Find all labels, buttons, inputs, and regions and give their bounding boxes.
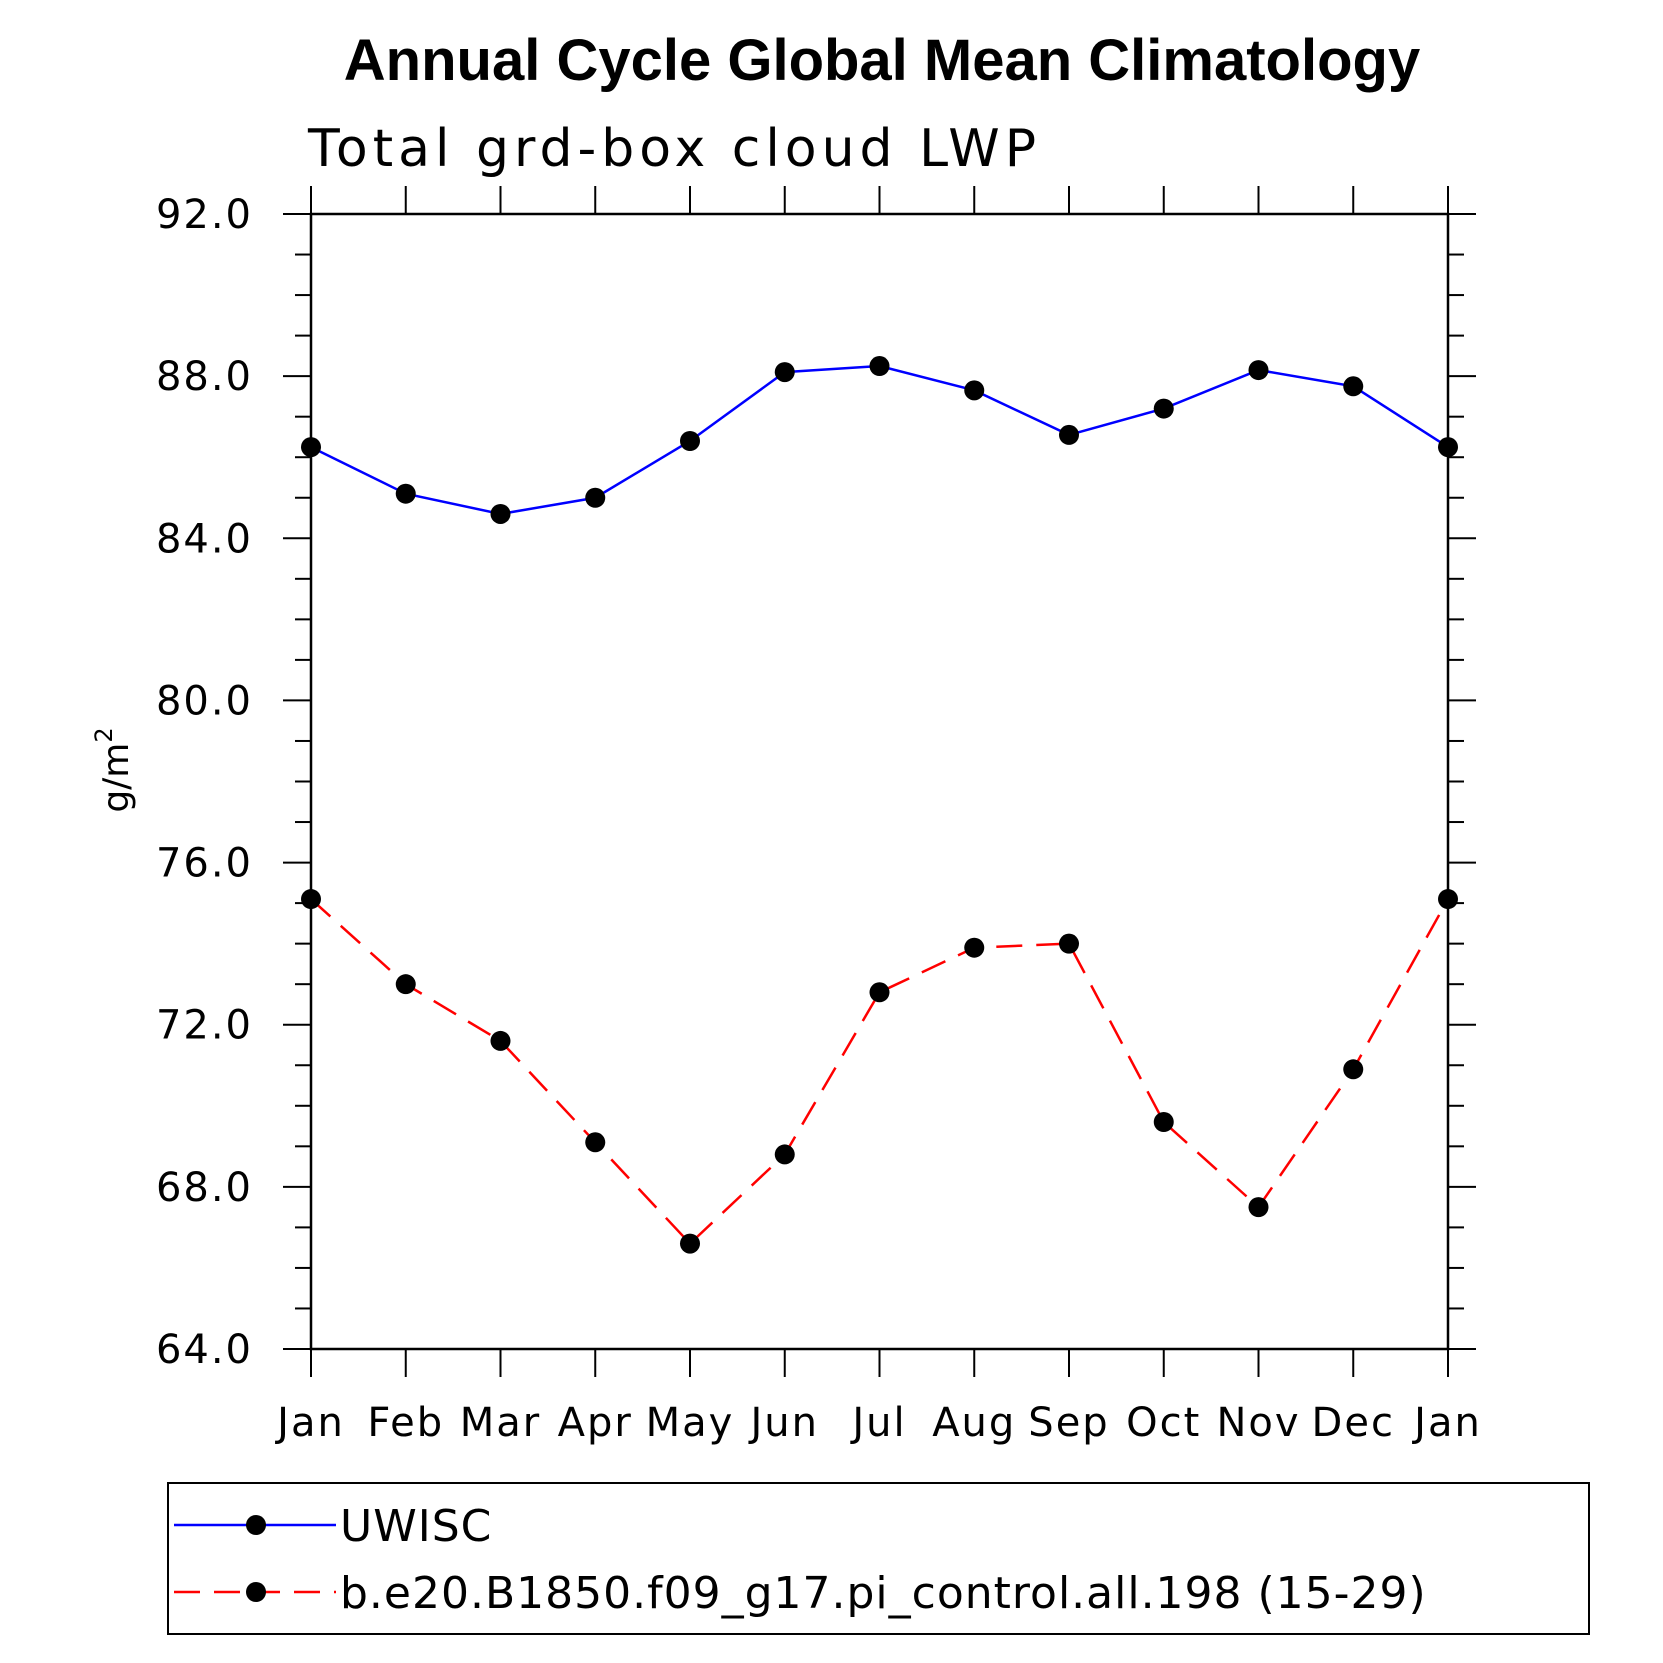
y-tick-labels: 64.0 68.0 72.0 76.0 80.0 84.0 88.0 92.0 [156, 192, 253, 1373]
svg-text:g/m2: g/m2 [90, 727, 137, 812]
y-tick-label: 92.0 [156, 192, 253, 238]
series-point-1 [680, 1233, 700, 1254]
y-axis-label-superscript: 2 [90, 727, 118, 742]
x-tick-label: Aug [932, 1400, 1016, 1446]
series-point-0 [1153, 398, 1174, 419]
y-tick-label: 88.0 [156, 354, 253, 400]
legend-label-model: b.e20.B1850.f09_g17.pi_control.all.198 (… [340, 1568, 1427, 1619]
series-point-1 [585, 1132, 606, 1153]
series-line-0 [310, 364, 1449, 516]
series-point-0 [490, 503, 511, 524]
series-point-0 [774, 362, 795, 383]
series-point-1 [869, 982, 890, 1003]
x-tick-label: Jan [1411, 1400, 1482, 1446]
series-point-1 [774, 1144, 795, 1165]
y-axis-label-text: g/m [96, 743, 137, 813]
x-tick-label: Dec [1312, 1400, 1395, 1446]
x-tick-label: Jul [849, 1400, 906, 1446]
plot-frame [309, 212, 1450, 1351]
series-layer [301, 356, 1458, 1254]
series-point-0 [1438, 437, 1458, 458]
series-point-1 [1343, 1059, 1364, 1080]
x-tick-label: Jan [274, 1400, 345, 1446]
series-point-1 [964, 937, 985, 958]
legend: UWISC b.e20.B1850.f09_g17.pi_control.all… [167, 1482, 1590, 1635]
series-point-1 [1059, 933, 1079, 954]
legend-marker-uwisc [246, 1515, 266, 1535]
series-point-0 [301, 437, 321, 458]
y-tick-label: 76.0 [156, 841, 253, 887]
x-tick-label: Sep [1028, 1400, 1109, 1446]
y-tick-label: 80.0 [156, 678, 253, 724]
series-point-0 [869, 356, 890, 377]
chart-title: Annual Cycle Global Mean Climatology [344, 28, 1420, 93]
y-tick-label: 64.0 [156, 1327, 253, 1373]
x-tick-label: Jun [748, 1400, 820, 1446]
y-tick-label: 68.0 [156, 1165, 253, 1211]
series-point-0 [1248, 360, 1269, 381]
x-tick-label: May [646, 1400, 735, 1446]
chart-subtitle: Total grd-box cloud LWP [307, 119, 1041, 179]
x-tick-label: Feb [367, 1400, 444, 1446]
series-point-0 [395, 483, 416, 504]
series-point-1 [301, 889, 321, 910]
legend-box [167, 1482, 1590, 1635]
series-point-0 [1059, 424, 1079, 445]
series-point-0 [1343, 376, 1364, 397]
x-tick-label: Nov [1216, 1400, 1300, 1446]
y-tick-label: 72.0 [156, 1003, 253, 1049]
legend-label-uwisc: UWISC [340, 1501, 492, 1552]
series-point-1 [395, 974, 416, 995]
x-tick-label: Mar [460, 1400, 541, 1446]
series-point-0 [585, 487, 606, 508]
series-point-0 [680, 431, 700, 451]
x-tick-labels: Jan Feb Mar Apr May Jun Jul Aug Sep Oct Nov Dec Jan [274, 1400, 1482, 1446]
y-axis-label: g/m2 [90, 727, 137, 812]
series-point-0 [964, 380, 985, 401]
legend-marker-model [246, 1582, 266, 1602]
series-line-1 [310, 898, 1450, 1246]
series-point-1 [1438, 889, 1458, 910]
series-point-1 [1248, 1197, 1269, 1218]
y-tick-label: 84.0 [156, 516, 253, 562]
x-tick-label: Apr [558, 1400, 633, 1446]
x-tick-label: Oct [1126, 1400, 1201, 1446]
series-point-1 [1153, 1112, 1174, 1132]
series-point-1 [490, 1030, 511, 1051]
